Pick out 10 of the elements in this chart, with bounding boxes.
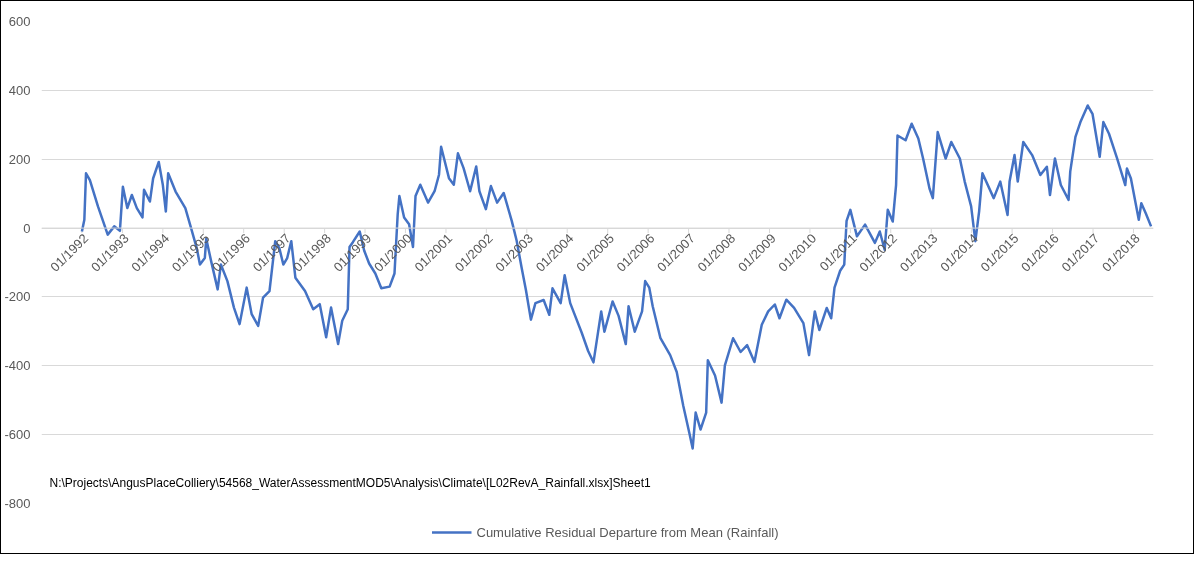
y-tick-label: 0: [23, 220, 31, 236]
y-tick-label: -600: [4, 427, 31, 443]
y-tick-label: 200: [8, 151, 31, 167]
y-tick-label: 600: [8, 14, 31, 29]
y-tick-label: -800: [4, 496, 31, 511]
y-tick-label: -400: [4, 358, 31, 374]
y-tick-label: 400: [8, 82, 31, 98]
annotation: N:\Projects\AngusPlaceColliery\54568_WaterAssessmentMOD5\Analysis\Climate\[L02RevA_Rainfall.xlsx]Sheet1: [49, 475, 651, 490]
legend-label: Cumulative Residual Departure from Mean (Rainfall): [476, 524, 779, 540]
y-tick-label: -200: [4, 289, 31, 305]
